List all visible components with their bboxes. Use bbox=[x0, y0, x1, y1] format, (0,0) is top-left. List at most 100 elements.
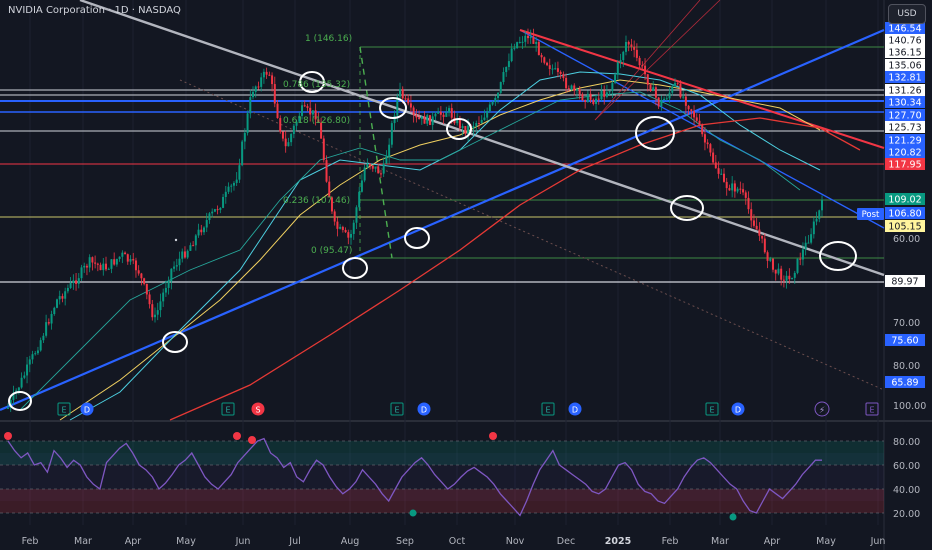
candle-body bbox=[788, 275, 791, 280]
ma-yellow bbox=[59, 79, 821, 421]
candle-body bbox=[66, 287, 69, 292]
event-marker bbox=[541, 402, 555, 416]
candle-body bbox=[556, 68, 559, 72]
candle-body bbox=[238, 165, 241, 180]
candle-body bbox=[159, 301, 162, 311]
candle-body bbox=[28, 359, 31, 365]
event-marker bbox=[80, 402, 94, 416]
price-label: 75.60 bbox=[891, 336, 918, 347]
candle-body bbox=[486, 111, 489, 118]
candle-body bbox=[205, 220, 208, 228]
x-axis-label: Mar bbox=[74, 536, 92, 547]
candle-body bbox=[309, 107, 312, 115]
candle-body bbox=[671, 86, 674, 93]
candle-body bbox=[197, 229, 200, 236]
candle-body bbox=[42, 335, 45, 341]
candle-body bbox=[382, 163, 385, 174]
candle-body bbox=[393, 115, 396, 124]
currency-button[interactable]: USD bbox=[888, 4, 926, 24]
candle-body bbox=[633, 46, 636, 50]
candle-body bbox=[134, 260, 137, 271]
price-label-box bbox=[885, 334, 925, 346]
candle-body bbox=[458, 118, 461, 129]
candle-body bbox=[483, 117, 486, 120]
annotation-circle bbox=[162, 331, 188, 353]
candle-body bbox=[717, 168, 720, 174]
rsi-pane bbox=[0, 423, 884, 525]
candle-body bbox=[164, 287, 167, 293]
candle-body bbox=[494, 98, 497, 103]
candle-body bbox=[311, 110, 314, 115]
candle-body bbox=[630, 44, 633, 47]
candle-body bbox=[565, 77, 568, 89]
candle-body bbox=[464, 126, 467, 134]
candle-body bbox=[290, 133, 293, 143]
candle-body bbox=[162, 292, 165, 302]
candle-body bbox=[230, 185, 233, 187]
price-label-box bbox=[885, 193, 925, 205]
candle-body bbox=[684, 96, 687, 106]
candle-body bbox=[287, 142, 290, 147]
candle-body bbox=[423, 116, 426, 124]
price-label: 89.97 bbox=[891, 277, 918, 288]
candle-body bbox=[799, 258, 802, 260]
candle-body bbox=[575, 89, 578, 91]
candle-body bbox=[336, 221, 339, 229]
candle-body bbox=[524, 35, 527, 42]
ma-teal bbox=[19, 91, 801, 411]
candle-body bbox=[771, 258, 774, 270]
candle-body bbox=[766, 252, 769, 261]
candle-body bbox=[7, 407, 9, 409]
candle-body bbox=[521, 41, 524, 43]
price-label-box bbox=[885, 34, 925, 46]
event-marker bbox=[568, 402, 582, 416]
price-label: 65.89 bbox=[891, 378, 918, 389]
candle-body bbox=[50, 314, 53, 324]
candle-body bbox=[330, 197, 333, 212]
candle-body bbox=[358, 191, 361, 208]
price-label-box bbox=[885, 376, 925, 388]
candle-body bbox=[477, 122, 480, 124]
candle-body bbox=[578, 89, 581, 95]
thin-red-line bbox=[594, 0, 721, 121]
price-label: 130.34 bbox=[888, 98, 921, 109]
rsi-overbought-dot bbox=[248, 436, 256, 444]
candle-body bbox=[516, 42, 519, 49]
rsi-tick-label: 80.00 bbox=[893, 437, 920, 448]
annotation-circle bbox=[635, 116, 675, 150]
red-trend-line bbox=[519, 29, 885, 149]
candle-body bbox=[780, 268, 783, 280]
candle-body bbox=[635, 49, 638, 58]
candle-body bbox=[600, 90, 603, 100]
candle-body bbox=[208, 213, 211, 221]
candle-body bbox=[641, 65, 644, 67]
candle-body bbox=[467, 125, 470, 134]
candle-body bbox=[303, 105, 306, 107]
candle-body bbox=[513, 48, 516, 50]
candle-body bbox=[156, 310, 159, 315]
rsi-tick-label: 20.00 bbox=[893, 509, 920, 520]
candle-body bbox=[546, 62, 549, 66]
candle-body bbox=[821, 200, 823, 211]
candle-body bbox=[260, 77, 263, 87]
candle-body bbox=[804, 242, 807, 250]
candle-body bbox=[722, 173, 725, 182]
candle-body bbox=[793, 272, 796, 278]
event-marker-label: E bbox=[61, 406, 66, 415]
candle-body bbox=[611, 82, 614, 92]
candle-body bbox=[69, 282, 72, 288]
price-label: 136.15 bbox=[888, 48, 921, 59]
annotation-circle bbox=[670, 195, 704, 221]
x-axis-label: Dec bbox=[557, 536, 575, 547]
candle-body bbox=[758, 229, 761, 236]
rsi-overbought-dot bbox=[4, 432, 12, 440]
candle-body bbox=[281, 131, 284, 139]
candle-body bbox=[167, 281, 170, 288]
candle-body bbox=[774, 269, 777, 274]
lightning-icon: ⚡ bbox=[819, 406, 825, 416]
candle-body bbox=[80, 267, 83, 279]
candle-body bbox=[720, 173, 723, 175]
candle-body bbox=[763, 238, 766, 253]
candle-body bbox=[709, 144, 712, 153]
